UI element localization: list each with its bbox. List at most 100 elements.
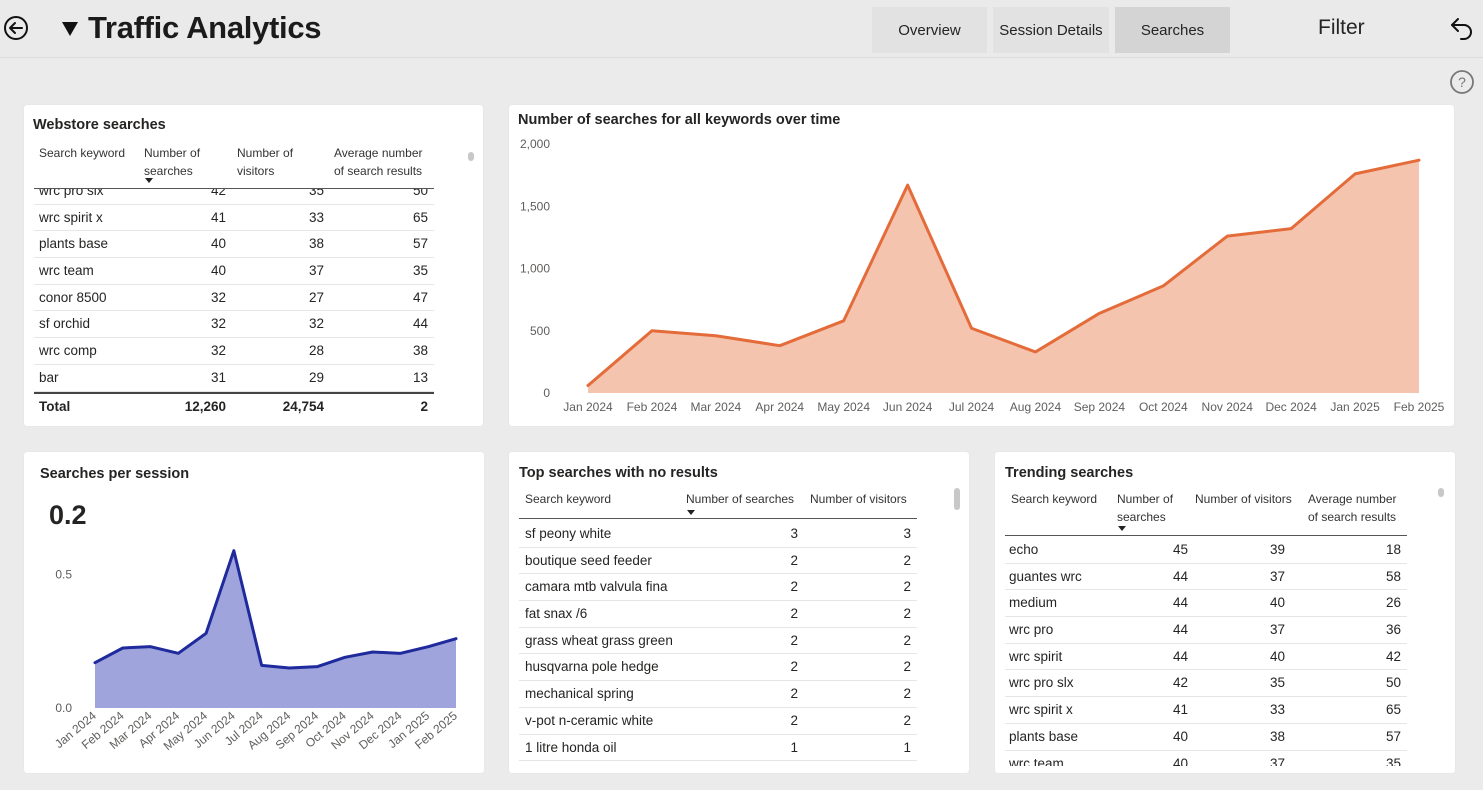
table-row[interactable]: medium 44 40 26	[1005, 590, 1407, 618]
data-point[interactable]	[371, 650, 375, 654]
tab-overview[interactable]: Overview	[872, 7, 987, 53]
table-row[interactable]: bar 31 29 13	[34, 365, 434, 392]
data-point[interactable]	[204, 631, 208, 635]
tab-searches[interactable]: Searches	[1115, 7, 1230, 53]
table-cell-number: 42	[1172, 675, 1188, 691]
table-row[interactable]: conor 8500 32 27 47	[34, 285, 434, 312]
table-row[interactable]: wrc spirit 44 40 42	[1005, 644, 1407, 671]
data-point[interactable]	[149, 645, 153, 649]
table-row[interactable]: sf peony white 3 3	[519, 521, 917, 548]
column-header[interactable]: Search keyword	[39, 144, 139, 162]
table-row[interactable]: grass wheat grass green 2 2	[519, 628, 917, 655]
column-header[interactable]: Number of visitors	[237, 144, 317, 180]
data-point[interactable]	[650, 329, 654, 333]
data-point[interactable]	[1417, 158, 1421, 162]
data-point[interactable]	[121, 646, 125, 650]
searches-over-time-chart[interactable]: 0 500 1,000 1,500 2,000 Jan 2024 Feb 2024 Mar 2…	[509, 105, 1454, 426]
sort-descending-icon[interactable]	[1118, 526, 1126, 531]
table-row[interactable]: boutique seed feeder 2 2	[519, 548, 917, 575]
data-point[interactable]	[454, 637, 458, 641]
data-point[interactable]	[287, 666, 291, 670]
table-scrollbar[interactable]	[468, 152, 474, 161]
column-header[interactable]: Number of searches	[686, 490, 806, 508]
column-header-label: of search results	[1308, 510, 1397, 524]
caret-down-icon[interactable]	[62, 22, 78, 36]
table-cell-number: 45	[1172, 542, 1188, 557]
table-body[interactable]: wrc pro slx 42 35 50 wrc spirit x 41 33 65 plant…	[34, 189, 434, 395]
data-point[interactable]	[1353, 172, 1357, 176]
table-scrollbar[interactable]	[1438, 488, 1444, 497]
column-header[interactable]: Number of visitors	[1195, 490, 1315, 508]
table-row[interactable]: echo 45 39 18	[1005, 537, 1407, 564]
data-point[interactable]	[906, 183, 910, 187]
table-cell-keyword: grass wheat grass green	[525, 632, 673, 648]
table-row[interactable]: plants base 40 38 57	[34, 231, 434, 259]
table-row[interactable]: v-pot n-ceramic white 2 2	[519, 708, 917, 735]
data-point[interactable]	[398, 651, 402, 655]
column-header[interactable]: Search keyword	[525, 490, 665, 508]
table-row[interactable]: wrc team 40 37 35	[34, 258, 434, 285]
table-row[interactable]: wrc pro 44 37 36	[1005, 617, 1407, 644]
table-row[interactable]: plants base 40 38 57	[1005, 724, 1407, 751]
table-row[interactable]: guantes wrc 44 37 58	[1005, 564, 1407, 591]
column-header[interactable]: Number of searches	[144, 144, 224, 180]
series-line[interactable]	[93, 549, 458, 670]
back-arrow-icon[interactable]	[3, 15, 29, 41]
data-point[interactable]	[176, 651, 180, 655]
table-cell-number: 65	[1385, 702, 1401, 718]
table-cell-number: 41	[1172, 702, 1188, 718]
table-row[interactable]: husqvarna pole hedge 2 2	[519, 654, 917, 682]
column-header[interactable]: Number of visitors	[810, 490, 930, 508]
data-point[interactable]	[93, 661, 97, 665]
table-row[interactable]: fat snax /6 2 2	[519, 601, 917, 628]
table-cell-number: 40	[1172, 728, 1188, 744]
data-point[interactable]	[970, 326, 974, 330]
table-row[interactable]: wrc team 40 37 35	[1005, 751, 1407, 767]
table-row[interactable]: wrc comp 32 28 38	[34, 338, 434, 365]
data-point[interactable]	[1033, 350, 1037, 354]
data-point[interactable]	[1225, 234, 1229, 238]
tab-session-details[interactable]: Session Details	[993, 7, 1109, 53]
table-row[interactable]: wrc pro slx 42 35 50	[1005, 670, 1407, 698]
table-row[interactable]: wrc spirit x 41 33 65	[34, 205, 434, 232]
table-cell-number: 58	[1385, 568, 1401, 584]
data-point[interactable]	[1289, 227, 1293, 231]
data-point[interactable]	[315, 665, 319, 669]
table-body[interactable]: sf peony white 3 3 boutique seed feeder 2 2 ca…	[519, 520, 917, 765]
table-row[interactable]: mechanical spring 2 2	[519, 681, 917, 708]
column-header[interactable]: Number of searches	[1117, 490, 1192, 526]
data-point[interactable]	[714, 334, 718, 338]
no-results-table: Search keyword Number of searches Number o…	[519, 488, 917, 768]
x-tick-label: Apr 2024	[755, 400, 804, 414]
table-row[interactable]: sf orchid 32 32 44	[34, 311, 434, 339]
filter-button[interactable]: Filter	[1318, 16, 1365, 39]
table-row[interactable]: 1 litre honda oil 1 1	[519, 735, 917, 762]
table-row[interactable]: wrc spirit x 41 33 65	[1005, 697, 1407, 724]
column-header[interactable]: Search keyword	[1011, 490, 1111, 508]
data-point[interactable]	[778, 344, 782, 348]
area-fill	[588, 160, 1419, 393]
data-point[interactable]	[1097, 311, 1101, 315]
series-line[interactable]	[586, 158, 1421, 388]
column-header[interactable]: Average number of search results	[1308, 490, 1428, 526]
data-point[interactable]	[232, 549, 236, 553]
table-row[interactable]: camara mtb valvula fina 2 2	[519, 574, 917, 602]
data-point[interactable]	[343, 655, 347, 659]
table-row[interactable]: wrc pro slx 42 35 50	[34, 189, 434, 205]
data-point[interactable]	[842, 319, 846, 323]
undo-icon[interactable]	[1448, 14, 1476, 42]
data-point[interactable]	[426, 645, 430, 649]
sort-descending-icon[interactable]	[145, 178, 153, 183]
table-cell-keyword: wrc team	[1009, 755, 1064, 767]
searches-over-time-card: Number of searches for all keywords over…	[509, 105, 1454, 426]
help-icon[interactable]: ?	[1449, 69, 1475, 95]
table-body[interactable]: echo 45 39 18 guantes wrc 44 37 58 medium 44 40 26 w…	[1005, 537, 1407, 766]
table-cell-number: 26	[1385, 595, 1401, 611]
column-header[interactable]: Average number of search results	[334, 144, 454, 180]
data-point[interactable]	[1161, 284, 1165, 288]
table-scrollbar[interactable]	[954, 488, 960, 510]
data-point[interactable]	[260, 663, 264, 667]
data-point[interactable]	[586, 384, 590, 388]
sort-descending-icon[interactable]	[687, 510, 695, 515]
